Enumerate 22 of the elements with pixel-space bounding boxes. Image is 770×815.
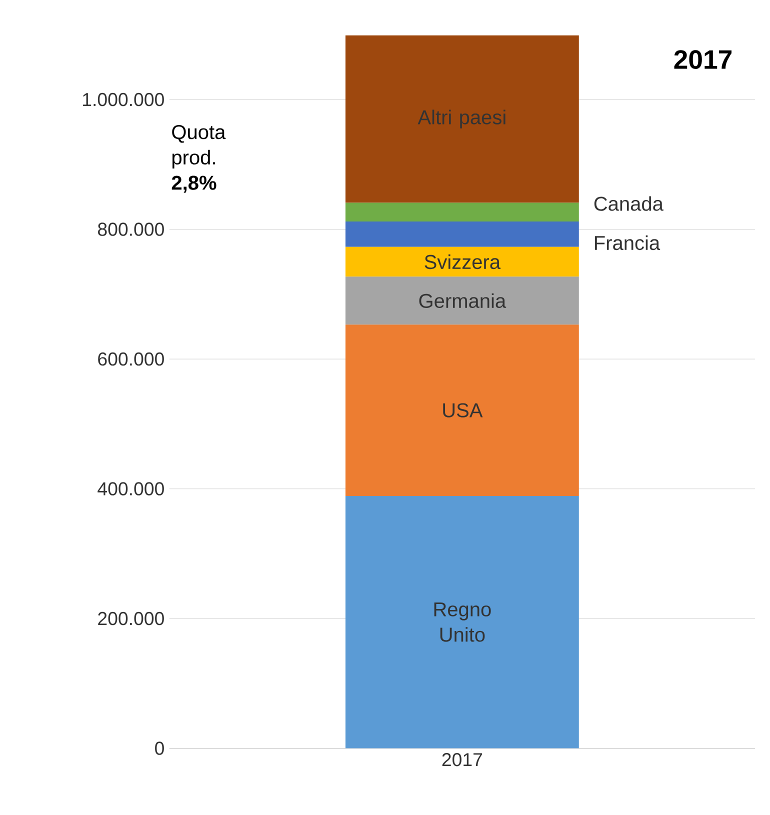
series-label: Svizzera <box>424 254 501 270</box>
y-tick-label: 800.000 <box>98 222 164 236</box>
y-tick-label: 200.000 <box>98 612 164 626</box>
bar <box>346 246 580 277</box>
series-label: USA <box>443 403 483 418</box>
y-tick-label: 1.000.000 <box>83 92 164 106</box>
series-label: Germania <box>419 293 506 308</box>
y-tick-label: 400.000 <box>98 482 164 496</box>
bar <box>346 222 580 247</box>
series-label: Regno Unito <box>434 602 492 642</box>
chart-title: 2017 <box>674 50 732 69</box>
annotation: Quota prod. 2,8% <box>172 125 226 193</box>
bar <box>346 202 580 222</box>
bar <box>346 324 580 496</box>
bar <box>346 496 580 748</box>
y-tick-label: 0 <box>155 742 164 755</box>
bar <box>346 276 580 325</box>
series-label: Altri paesi <box>418 110 506 128</box>
bar <box>346 35 580 203</box>
y-tick-label: 600.000 <box>98 352 164 366</box>
series-label: Francia <box>595 235 660 250</box>
series-label: Canada <box>594 196 664 211</box>
